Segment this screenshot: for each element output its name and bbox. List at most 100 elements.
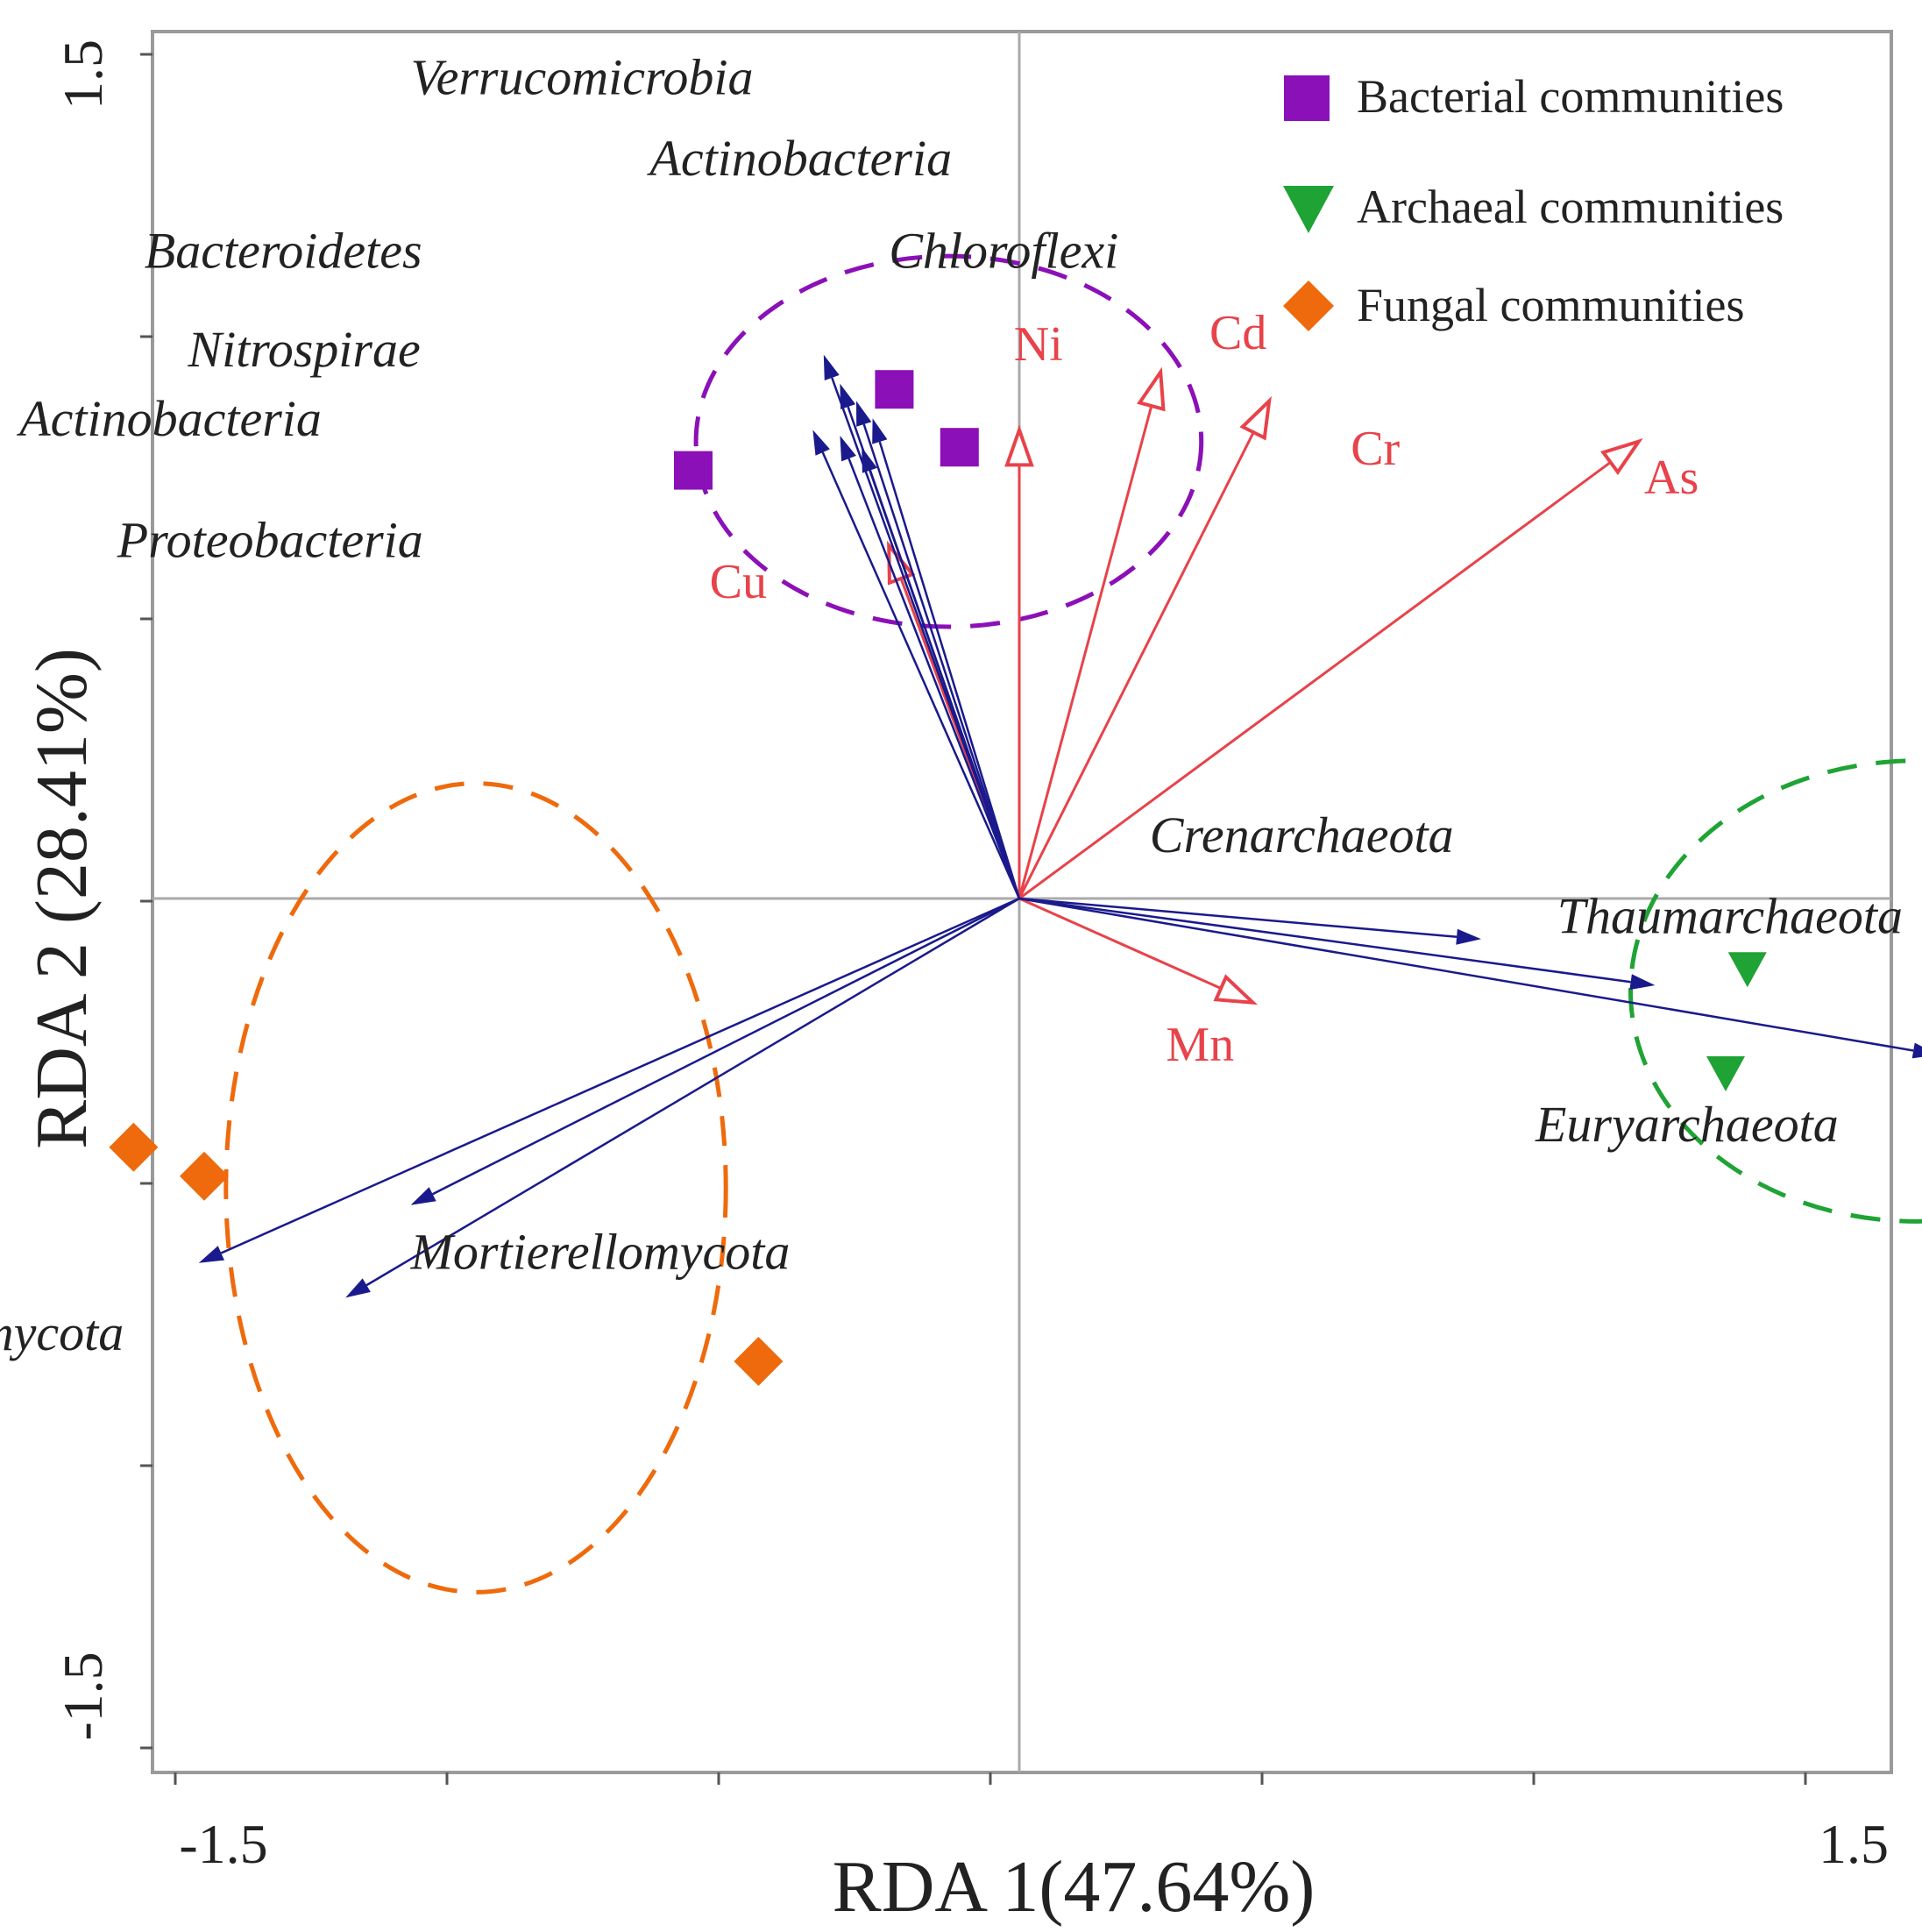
bacterial-site-marker: [940, 428, 979, 467]
species-label: Ascomycota: [0, 1304, 124, 1361]
species-arrow-head: [823, 354, 840, 380]
legend-label-bacterial: Bacterial communities: [1357, 70, 1784, 123]
species-arrow-shaft: [821, 451, 1021, 899]
group-ellipses: [223, 253, 1922, 1595]
legend-square-marker: [1284, 75, 1330, 121]
archaeal-site-marker: [1706, 1056, 1745, 1091]
env-arrow-as-head: [1600, 438, 1643, 476]
env-label-cr: Cr: [1351, 422, 1400, 476]
y-tick-label-min: -1.5: [52, 1651, 114, 1740]
species-label: Proteobacteria: [117, 512, 423, 569]
species-arrow-head: [812, 430, 830, 456]
species-label: Nitrospirae: [187, 321, 420, 378]
species-arrow: [1018, 897, 1656, 991]
species-arrow-head: [1456, 928, 1481, 945]
y-tick-label-max: 1.5: [52, 39, 114, 110]
species-arrow-head: [840, 383, 856, 409]
x-axis-ticks: [174, 1772, 1807, 1785]
fungal-group-ellipse: [223, 781, 728, 1595]
species-label: Crenarchaeota: [1150, 806, 1454, 863]
env-arrow-mn: [1018, 897, 1259, 1005]
species-arrow: [345, 897, 1020, 1298]
species-arrow-head: [410, 1187, 436, 1205]
env-arrow-cr-head: [1239, 395, 1272, 441]
species-arrow: [410, 897, 1020, 1205]
species-arrow-shaft: [432, 897, 1020, 1196]
species-arrow: [812, 430, 1021, 899]
env-label-ni: Ni: [1014, 317, 1063, 372]
bacterial-group-ellipse: [693, 253, 1204, 629]
species-arrow: [872, 418, 1021, 899]
species-arrow-shaft: [878, 441, 1021, 899]
y-axis-ticks: [140, 53, 152, 1750]
legend-label-archaeal: Archaeal communities: [1357, 181, 1784, 233]
species-label: Euryarchaeota: [1535, 1096, 1839, 1153]
species-label: Actinobacteria: [646, 130, 952, 187]
species-label: Chloroflexi: [889, 223, 1118, 280]
env-arrow-as-shaft: [1018, 461, 1612, 900]
fungal-site-marker: [109, 1122, 159, 1172]
fungal-site-marker: [734, 1337, 784, 1386]
species-arrow-shaft: [869, 470, 1021, 899]
env-label-cu: Cu: [710, 555, 767, 609]
species-arrow: [198, 897, 1020, 1263]
legend: Bacterial communities Archaeal communiti…: [1283, 70, 1784, 331]
environment-labels: Ni Cd Cr As Cu Mn: [710, 306, 1699, 1072]
species-arrow: [840, 436, 1021, 899]
species-arrow: [1018, 897, 1481, 945]
x-axis-title: RDA 1(47.64%): [833, 1846, 1316, 1928]
species-label: Bacteroidetes: [145, 223, 422, 280]
y-axis-title: RDA 2 (28.41%): [21, 648, 103, 1149]
species-arrow-shaft: [848, 458, 1021, 899]
species-arrow-head: [840, 436, 856, 462]
legend-diamond-marker: [1283, 281, 1334, 331]
env-arrow-cd: [1018, 366, 1166, 899]
species-arrow-head: [862, 447, 877, 473]
env-arrow-as: [1018, 438, 1643, 900]
species-arrow-head: [198, 1246, 224, 1263]
bacterial-site-marker: [875, 370, 914, 409]
species-arrow-shaft: [1018, 897, 1457, 938]
species-arrow-shaft: [1018, 897, 1631, 984]
env-label-as: As: [1644, 451, 1699, 505]
legend-triangle-marker: [1283, 186, 1334, 233]
species-arrow: [856, 401, 1021, 899]
species-arrow-head: [1911, 1042, 1922, 1059]
species-labels: Verrucomicrobia Actinobacteria Bacteroidet…: [0, 49, 1903, 1361]
env-arrow-mn-head: [1213, 974, 1259, 1005]
species-arrow-head: [345, 1278, 371, 1298]
species-arrow-head: [1629, 974, 1656, 991]
species-arrow-shaft: [1018, 897, 1914, 1052]
species-arrow-shaft: [862, 423, 1021, 899]
env-label-mn: Mn: [1166, 1018, 1234, 1072]
env-arrow-mn-shaft: [1018, 897, 1222, 990]
x-tick-label-max: 1.5: [1819, 1813, 1889, 1875]
bacterial-site-marker: [674, 451, 713, 490]
species-label: Verrucomicrobia: [411, 49, 754, 106]
x-tick-label-min: -1.5: [179, 1813, 267, 1875]
species-label: Actinobacteria: [16, 390, 322, 447]
site-markers: [109, 370, 1767, 1386]
archaeal-group-ellipse: [1628, 758, 1922, 1224]
fungal-site-marker: [180, 1151, 229, 1201]
species-arrow: [1018, 897, 1922, 1059]
archaeal-site-marker: [1727, 952, 1767, 988]
species-arrows: [198, 354, 1922, 1298]
species-arrow-shaft: [220, 897, 1020, 1254]
env-arrow-cr-shaft: [1018, 431, 1255, 899]
env-arrow-cd-head: [1137, 366, 1166, 412]
species-arrow-shaft: [365, 897, 1020, 1287]
env-label-cd: Cd: [1209, 306, 1266, 360]
species-label: Mortierellomycota: [410, 1223, 791, 1280]
species-arrow: [862, 447, 1021, 899]
env-arrow-ni-head: [1004, 424, 1034, 467]
species-arrow-head: [856, 401, 872, 427]
species-arrow-head: [872, 418, 888, 444]
env-arrow-ni: [1004, 424, 1034, 899]
env-arrow-cr: [1018, 395, 1272, 899]
env-arrow-cd-shaft: [1018, 405, 1153, 899]
species-label: Thaumarchaeota: [1557, 888, 1903, 945]
legend-label-fungal: Fungal communities: [1357, 279, 1744, 331]
